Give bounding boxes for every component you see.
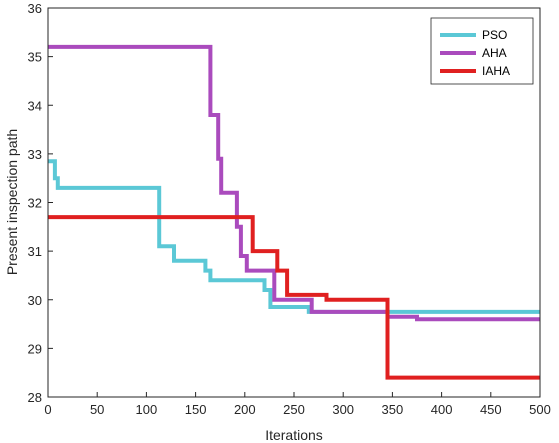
legend-label: IAHA [482, 64, 510, 78]
series-line-iaha [48, 215, 540, 380]
x-tick-label: 200 [234, 402, 256, 417]
legend-label: PSO [482, 28, 507, 42]
x-tick-label: 350 [382, 402, 404, 417]
y-tick-label: 35 [28, 50, 42, 65]
series-line-pso [48, 159, 540, 314]
y-axis: 28 29 30 31 32 33 34 35 36 [28, 1, 53, 405]
y-tick-label: 30 [28, 293, 42, 308]
y-tick-label: 34 [28, 98, 42, 113]
x-tick-label: 50 [90, 402, 104, 417]
x-tick-label: 450 [480, 402, 502, 417]
x-tick-label: 400 [431, 402, 453, 417]
legend-label: AHA [482, 46, 507, 60]
y-axis-title: Present inspection path [4, 129, 20, 275]
x-tick-label: 150 [185, 402, 207, 417]
legend: PSO AHA IAHA [430, 17, 534, 85]
series-layer [48, 44, 540, 380]
y-tick-label: 28 [28, 390, 42, 405]
x-tick-label: 500 [529, 402, 551, 417]
y-tick-label: 32 [28, 196, 42, 211]
y-tick-label: 31 [28, 244, 42, 259]
y-tick-label: 33 [28, 147, 42, 162]
x-axis-title: Iterations [265, 427, 323, 443]
y-tick-label: 29 [28, 341, 42, 356]
x-tick-label: 100 [136, 402, 158, 417]
x-tick-label: 0 [44, 402, 51, 417]
x-tick-label: 300 [332, 402, 354, 417]
x-axis: 0 50 100 150 200 250 300 350 400 450 500 [44, 392, 551, 417]
x-tick-label: 250 [283, 402, 305, 417]
y-tick-label: 36 [28, 1, 42, 16]
